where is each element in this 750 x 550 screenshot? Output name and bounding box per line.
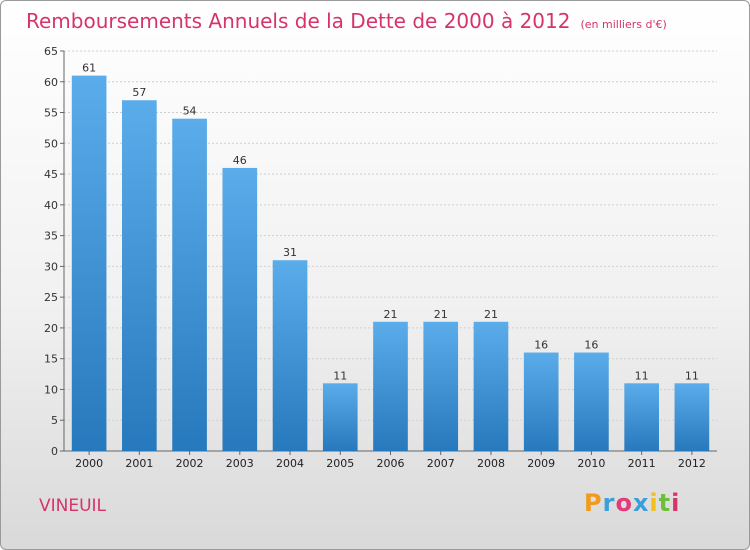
x-tick-label-2007: 2007 bbox=[427, 457, 455, 470]
data-label-2012: 11 bbox=[685, 369, 699, 382]
x-tick-label-2005: 2005 bbox=[326, 457, 354, 470]
bar-2001 bbox=[122, 100, 157, 451]
y-tick-label: 35 bbox=[44, 230, 58, 243]
x-tick-label-2012: 2012 bbox=[678, 457, 706, 470]
bar-2008 bbox=[473, 321, 509, 451]
logo-letter: o bbox=[615, 489, 633, 517]
x-tick-label-2003: 2003 bbox=[226, 457, 254, 470]
y-tick-label: 40 bbox=[44, 199, 58, 212]
bar-2004 bbox=[272, 260, 308, 451]
x-tick-label-2004: 2004 bbox=[276, 457, 304, 470]
bar-2009 bbox=[523, 352, 559, 451]
data-label-2011: 11 bbox=[635, 369, 649, 382]
data-labels: 61 57 54 46 31 11 21 21 21 16 16 11 11 bbox=[82, 62, 699, 383]
logo-letter: P bbox=[584, 489, 603, 517]
data-label-2007: 21 bbox=[434, 308, 448, 321]
bar-2005 bbox=[322, 383, 358, 451]
data-label-2008: 21 bbox=[484, 308, 498, 321]
data-label-2005: 11 bbox=[333, 369, 347, 382]
bar-2007 bbox=[423, 321, 459, 451]
x-tick-label-2002: 2002 bbox=[176, 457, 204, 470]
bars bbox=[71, 75, 710, 451]
y-tick-label: 0 bbox=[51, 445, 58, 458]
data-label-2004: 31 bbox=[283, 246, 297, 259]
x-tick-label-2008: 2008 bbox=[477, 457, 505, 470]
x-tick-label-2009: 2009 bbox=[527, 457, 555, 470]
data-label-2000: 61 bbox=[82, 62, 96, 75]
y-tick-label: 65 bbox=[44, 45, 58, 58]
logo-letter: t bbox=[658, 489, 672, 517]
bar-2003 bbox=[222, 167, 258, 451]
proxiti-logo: Proxiti bbox=[584, 489, 680, 517]
y-tick-label: 30 bbox=[44, 260, 58, 273]
x-tick-label-2011: 2011 bbox=[628, 457, 656, 470]
y-tick-label: 20 bbox=[44, 322, 58, 335]
commune-name: VINEUIL bbox=[39, 496, 107, 516]
bar-2012 bbox=[674, 383, 710, 451]
data-label-2002: 54 bbox=[183, 105, 197, 118]
logo-letter: i bbox=[649, 489, 659, 517]
x-tick-label-2006: 2006 bbox=[377, 457, 405, 470]
y-tick-label: 45 bbox=[44, 168, 58, 181]
data-label-2003: 46 bbox=[233, 154, 247, 167]
unit-note: (en milliers d'€) bbox=[580, 18, 667, 31]
chart-title: Remboursements Annuels de la Dette de 20… bbox=[26, 9, 667, 33]
y-tick-label: 55 bbox=[44, 107, 58, 120]
bar-2000 bbox=[71, 75, 107, 451]
x-tick-label-2010: 2010 bbox=[577, 457, 605, 470]
title-text: Remboursements Annuels de la Dette de 20… bbox=[26, 9, 571, 33]
bar-2010 bbox=[574, 352, 609, 451]
y-tick-label: 50 bbox=[44, 137, 58, 150]
bar-2011 bbox=[624, 383, 659, 451]
y-tick-label: 15 bbox=[44, 353, 58, 366]
x-tick-label-2000: 2000 bbox=[75, 457, 103, 470]
data-label-2006: 21 bbox=[384, 308, 398, 321]
x-tick-label-2001: 2001 bbox=[125, 457, 153, 470]
data-label-2009: 16 bbox=[534, 339, 548, 352]
logo-letter: i bbox=[671, 489, 681, 517]
y-tick-label: 10 bbox=[44, 383, 58, 396]
logo-letter: x bbox=[632, 489, 650, 517]
bar-2002 bbox=[172, 118, 207, 451]
y-tick-label: 5 bbox=[51, 414, 58, 427]
y-tick-label: 25 bbox=[44, 291, 58, 304]
y-tick-label: 60 bbox=[44, 76, 58, 89]
data-label-2010: 16 bbox=[584, 339, 598, 352]
logo-letter: r bbox=[602, 489, 616, 517]
bar-2006 bbox=[373, 321, 408, 451]
data-label-2001: 57 bbox=[132, 86, 146, 99]
